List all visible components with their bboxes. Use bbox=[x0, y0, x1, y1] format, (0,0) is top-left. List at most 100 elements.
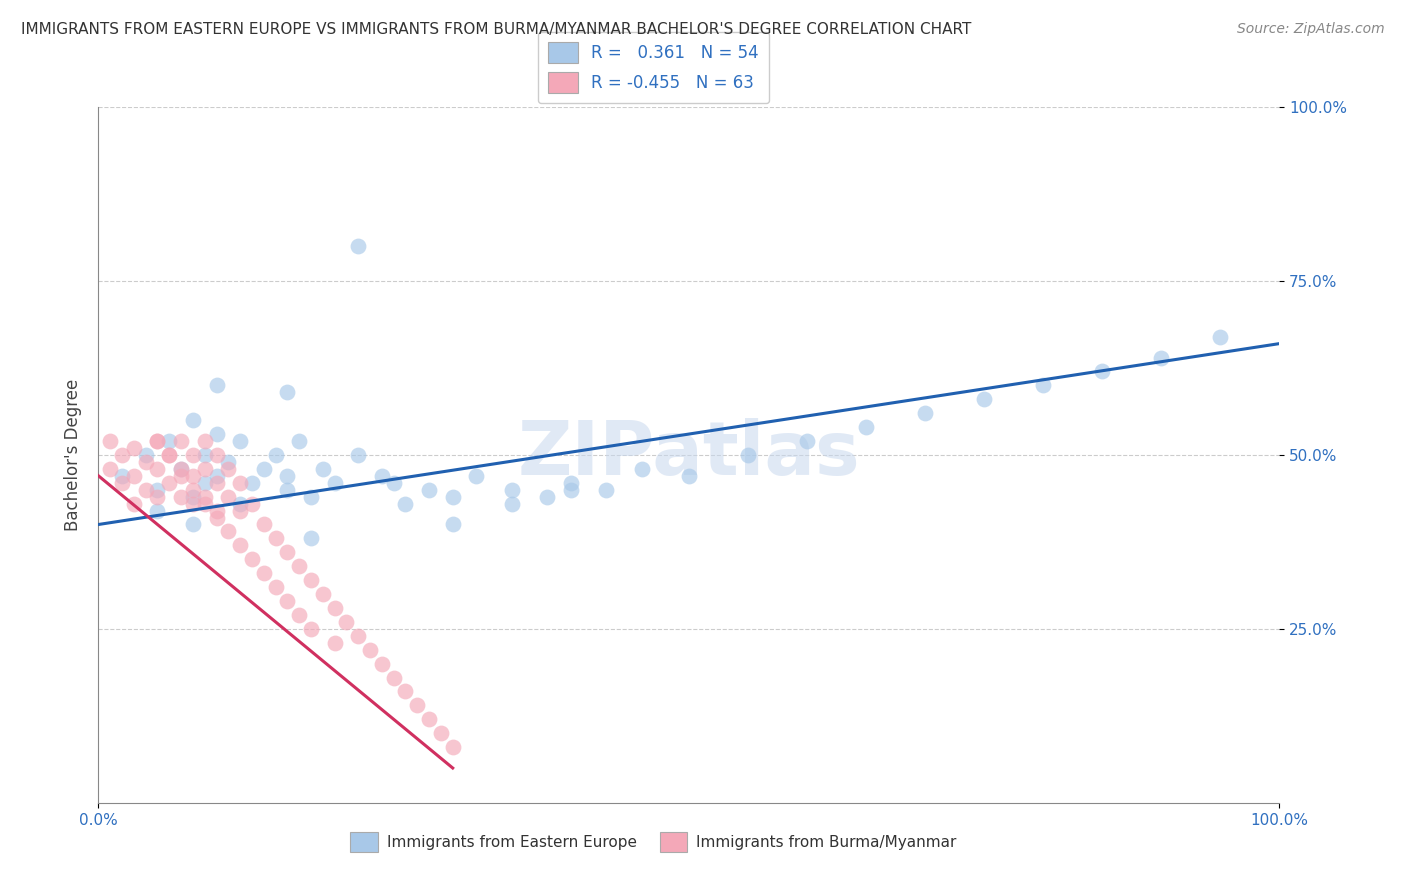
Point bbox=[217, 455, 239, 469]
Point bbox=[205, 448, 228, 462]
Point bbox=[229, 434, 252, 448]
Point bbox=[157, 475, 180, 490]
Point bbox=[855, 420, 877, 434]
Point bbox=[441, 517, 464, 532]
Point bbox=[240, 475, 263, 490]
Point bbox=[678, 468, 700, 483]
Point bbox=[394, 684, 416, 698]
Point bbox=[205, 475, 228, 490]
Point bbox=[288, 434, 311, 448]
Point bbox=[630, 462, 652, 476]
Point bbox=[229, 538, 252, 552]
Point bbox=[146, 490, 169, 504]
Point bbox=[299, 573, 322, 587]
Point bbox=[181, 483, 204, 497]
Legend: Immigrants from Eastern Europe, Immigrants from Burma/Myanmar: Immigrants from Eastern Europe, Immigran… bbox=[344, 826, 963, 858]
Point bbox=[229, 475, 252, 490]
Point bbox=[1150, 351, 1173, 365]
Point bbox=[111, 475, 134, 490]
Point bbox=[253, 462, 276, 476]
Point bbox=[299, 490, 322, 504]
Point bbox=[335, 615, 357, 629]
Point bbox=[135, 448, 157, 462]
Point bbox=[194, 490, 217, 504]
Point bbox=[157, 448, 180, 462]
Point bbox=[194, 462, 217, 476]
Point bbox=[194, 448, 217, 462]
Point bbox=[170, 490, 193, 504]
Point bbox=[122, 497, 145, 511]
Point bbox=[217, 462, 239, 476]
Point bbox=[1209, 329, 1232, 343]
Point bbox=[973, 392, 995, 407]
Point bbox=[253, 517, 276, 532]
Point bbox=[98, 462, 121, 476]
Point bbox=[194, 434, 217, 448]
Point bbox=[465, 468, 488, 483]
Point bbox=[194, 497, 217, 511]
Point bbox=[111, 468, 134, 483]
Point bbox=[205, 378, 228, 392]
Point bbox=[371, 657, 394, 671]
Point bbox=[181, 468, 204, 483]
Point bbox=[122, 468, 145, 483]
Point bbox=[737, 448, 759, 462]
Point bbox=[1091, 364, 1114, 378]
Point bbox=[347, 239, 370, 253]
Point bbox=[135, 455, 157, 469]
Point bbox=[536, 490, 558, 504]
Point bbox=[98, 434, 121, 448]
Point bbox=[170, 434, 193, 448]
Point bbox=[595, 483, 617, 497]
Point bbox=[323, 636, 346, 650]
Text: ZIPatlas: ZIPatlas bbox=[517, 418, 860, 491]
Point bbox=[276, 468, 298, 483]
Point bbox=[406, 698, 429, 713]
Text: IMMIGRANTS FROM EASTERN EUROPE VS IMMIGRANTS FROM BURMA/MYANMAR BACHELOR'S DEGRE: IMMIGRANTS FROM EASTERN EUROPE VS IMMIGR… bbox=[21, 22, 972, 37]
Point bbox=[146, 483, 169, 497]
Point bbox=[299, 622, 322, 636]
Point bbox=[229, 497, 252, 511]
Point bbox=[205, 468, 228, 483]
Point bbox=[382, 671, 405, 685]
Point bbox=[264, 448, 287, 462]
Point bbox=[146, 503, 169, 517]
Point bbox=[111, 448, 134, 462]
Point bbox=[914, 406, 936, 420]
Point bbox=[418, 483, 440, 497]
Point bbox=[430, 726, 453, 740]
Point bbox=[501, 483, 523, 497]
Point bbox=[312, 462, 335, 476]
Point bbox=[181, 497, 204, 511]
Point bbox=[312, 587, 335, 601]
Point bbox=[560, 475, 582, 490]
Point bbox=[323, 601, 346, 615]
Point bbox=[276, 385, 298, 400]
Point bbox=[240, 497, 263, 511]
Point bbox=[146, 462, 169, 476]
Point bbox=[276, 483, 298, 497]
Point bbox=[264, 580, 287, 594]
Point bbox=[418, 712, 440, 726]
Point bbox=[347, 629, 370, 643]
Point bbox=[135, 483, 157, 497]
Point bbox=[323, 475, 346, 490]
Point bbox=[276, 545, 298, 559]
Point bbox=[347, 448, 370, 462]
Y-axis label: Bachelor's Degree: Bachelor's Degree bbox=[63, 379, 82, 531]
Point bbox=[181, 490, 204, 504]
Point bbox=[181, 448, 204, 462]
Point bbox=[441, 740, 464, 755]
Point bbox=[560, 483, 582, 497]
Point bbox=[299, 532, 322, 546]
Point bbox=[170, 462, 193, 476]
Point bbox=[288, 607, 311, 622]
Point bbox=[217, 490, 239, 504]
Point bbox=[205, 510, 228, 524]
Point bbox=[359, 642, 381, 657]
Point bbox=[288, 559, 311, 574]
Point bbox=[146, 434, 169, 448]
Point bbox=[205, 427, 228, 442]
Text: Source: ZipAtlas.com: Source: ZipAtlas.com bbox=[1237, 22, 1385, 37]
Point bbox=[194, 475, 217, 490]
